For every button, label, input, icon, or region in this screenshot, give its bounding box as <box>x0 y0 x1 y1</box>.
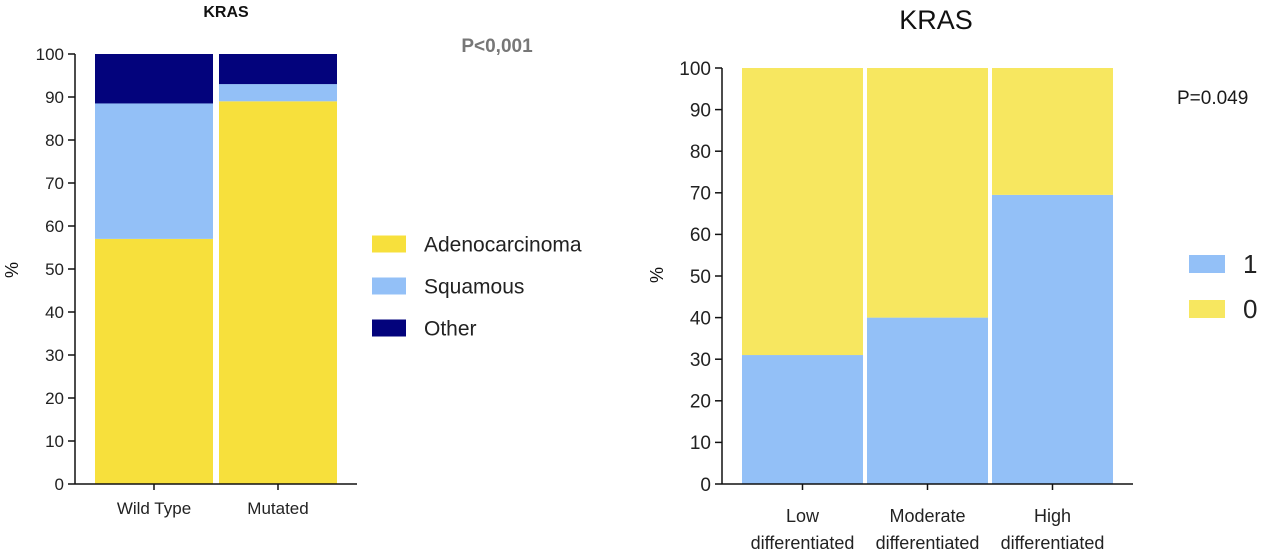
bar-segment-1 <box>867 317 988 484</box>
legend-label: 0 <box>1243 294 1257 324</box>
bar-segment-1 <box>742 355 863 484</box>
chart-histology-by-kras: KRAS P<0,001% Wild Type Mutated 0 10 20 30 40 50 6… <box>2 4 582 518</box>
y-tick-label: 50 <box>690 267 711 288</box>
y-tick-label: 20 <box>690 392 711 413</box>
x-tick-label: Mutated <box>247 499 308 518</box>
y-tick-label: 20 <box>45 389 64 408</box>
legend-swatch <box>1189 300 1225 318</box>
y-tick-label: 0 <box>55 475 64 494</box>
y-tick-label: 80 <box>45 131 64 150</box>
y-tick-label: 30 <box>45 346 64 365</box>
y-tick-label: 60 <box>45 217 64 236</box>
legend-label: 1 <box>1243 249 1257 279</box>
bar-segment-squamous <box>219 84 337 102</box>
y-tick-label: 30 <box>690 350 711 371</box>
chart-differentiation-by-kras: KRAS P=0.049% Low differentiated Moderate dif… <box>647 5 1257 551</box>
p-value-annotation: P<0,001 <box>461 36 533 57</box>
bar-segment-other <box>219 54 337 85</box>
p-value-annotation: P=0.049 <box>1177 88 1248 109</box>
y-tick-label: 100 <box>36 45 64 64</box>
y-tick-label: 100 <box>679 59 711 80</box>
y-tick-label: 90 <box>690 100 711 121</box>
bar-segment-adenocarcinoma <box>219 101 337 485</box>
legend-swatch <box>1189 255 1225 273</box>
y-tick-label: 70 <box>690 184 711 205</box>
x-tick-label: Wild Type <box>117 499 191 518</box>
y-tick-label: 50 <box>45 260 64 279</box>
legend-label: Adenocarcinoma <box>424 233 582 256</box>
legend-swatch <box>372 235 406 253</box>
legend-label: Squamous <box>424 275 524 298</box>
x-tick-label: Low <box>786 506 820 526</box>
y-tick-label: 90 <box>45 88 64 107</box>
bar-segment-squamous <box>95 103 213 239</box>
x-tick-label: Moderate <box>889 506 965 526</box>
y-tick-label: 70 <box>45 174 64 193</box>
y-tick-label: 10 <box>45 432 64 451</box>
x-tick-label: differentiated <box>751 533 855 551</box>
x-tick-label: differentiated <box>1001 533 1105 551</box>
y-tick-label: 40 <box>45 303 64 322</box>
y-tick-label: 40 <box>690 308 711 329</box>
bar-segment-adenocarcinoma <box>95 238 213 484</box>
chart-title: KRAS <box>899 5 973 35</box>
x-tick-label: differentiated <box>876 533 980 551</box>
bar-segment-other <box>95 54 213 104</box>
y-tick-label: 10 <box>690 433 711 454</box>
bar-segment-0 <box>742 68 863 356</box>
legend-swatch <box>372 319 406 337</box>
y-axis-label: % <box>2 262 22 278</box>
bar-segment-1 <box>992 194 1113 484</box>
legend-swatch <box>372 277 406 295</box>
x-tick-label: High <box>1034 506 1071 526</box>
y-axis-label: % <box>647 267 667 283</box>
y-tick-label: 0 <box>700 475 711 496</box>
bar-segment-0 <box>992 68 1113 195</box>
chart-title: KRAS <box>203 4 249 21</box>
y-tick-label: 80 <box>690 142 711 163</box>
legend-label: Other <box>424 317 477 340</box>
y-tick-label: 60 <box>690 225 711 246</box>
bar-segment-0 <box>867 68 988 318</box>
